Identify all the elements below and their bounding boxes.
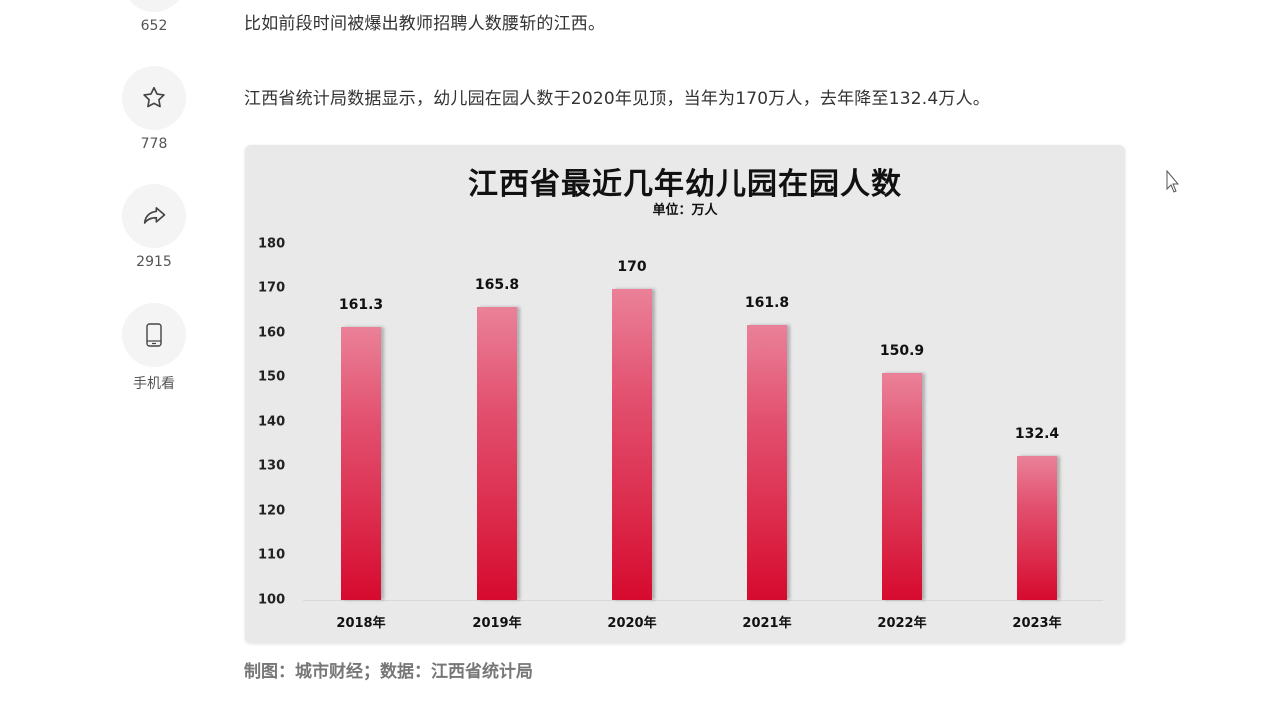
chart-title: 江西省最近几年幼儿园在园人数	[468, 167, 902, 202]
like-action[interactable]: 652	[120, 0, 188, 34]
y-tick: 100	[258, 592, 286, 608]
chart-image: 江西省最近几年幼儿园在园人数 单位：万人 180 170 160 150 140…	[245, 145, 1125, 643]
x-tick: 2022年	[877, 616, 927, 631]
star-icon	[143, 86, 165, 108]
mouse-cursor-icon	[1166, 170, 1180, 193]
bar	[747, 324, 787, 600]
y-tick: 180	[258, 236, 286, 252]
y-tick: 170	[258, 280, 286, 296]
bar-value-label: 132.4	[1014, 425, 1060, 442]
favorite-count: 778	[140, 136, 168, 152]
bar	[1017, 455, 1057, 600]
like-button[interactable]	[122, 0, 186, 12]
article-paragraph-1: 比如前段时间被爆出教师招聘人数腰斩的江西。	[244, 14, 606, 34]
y-tick: 110	[258, 547, 286, 563]
bar-value-label: 150.9	[879, 343, 925, 360]
bar	[612, 288, 652, 600]
y-tick: 150	[258, 369, 286, 385]
x-axis-line	[303, 600, 1103, 601]
chart-caption: 制图：城市财经；数据：江西省统计局	[244, 662, 533, 682]
bar-value-label: 170	[617, 258, 647, 275]
bar	[477, 307, 517, 600]
phone-icon	[146, 323, 162, 347]
x-tick: 2021年	[742, 616, 792, 631]
like-count: 652	[140, 18, 168, 34]
bar-value-label: 165.8	[474, 277, 520, 294]
favorite-action[interactable]: 778	[120, 66, 188, 152]
favorite-button[interactable]	[122, 66, 186, 130]
y-tick: 130	[258, 458, 286, 474]
bar	[882, 373, 922, 600]
bar-value-label: 161.8	[744, 294, 790, 311]
article-paragraph-2: 江西省统计局数据显示，幼儿园在园人数于2020年见顶，当年为170万人，去年降至…	[244, 89, 990, 109]
y-tick: 140	[258, 414, 286, 430]
bar-value-label: 161.3	[338, 297, 384, 314]
y-tick: 160	[258, 325, 286, 341]
mobile-view-label: 手机看	[133, 376, 175, 392]
mobile-view-button[interactable]	[122, 303, 186, 367]
share-count: 2915	[136, 254, 172, 270]
share-action[interactable]: 2915	[120, 184, 188, 270]
share-button[interactable]	[122, 184, 186, 248]
x-tick: 2020年	[607, 616, 657, 631]
chart-subtitle: 单位：万人	[652, 203, 718, 218]
x-tick: 2018年	[336, 616, 386, 631]
mobile-view-action[interactable]: 手机看	[120, 303, 188, 393]
share-icon	[143, 207, 166, 224]
x-tick: 2019年	[472, 616, 522, 631]
bar	[341, 327, 381, 600]
y-tick: 120	[258, 503, 286, 519]
x-tick: 2023年	[1012, 616, 1062, 631]
